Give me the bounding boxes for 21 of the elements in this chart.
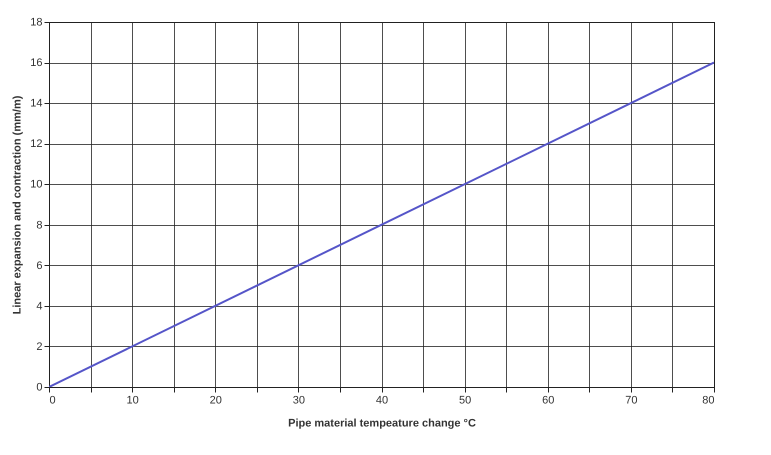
y-axis-title: Linear expansion and contraction (mm/m) <box>11 95 24 314</box>
y-tick-label: 14 <box>30 98 42 110</box>
y-tick-label: 8 <box>36 219 42 232</box>
x-tick-label: 80 <box>702 394 714 406</box>
y-tick-label: 6 <box>36 260 42 272</box>
y-tick-label: 16 <box>30 57 42 70</box>
y-tick-label: 4 <box>36 300 42 312</box>
x-tick-label: 70 <box>625 394 638 406</box>
x-tick-label: 50 <box>459 394 472 406</box>
x-tick-label: 10 <box>126 394 139 406</box>
y-tick-label: 2 <box>36 340 42 353</box>
x-tick-label: 20 <box>210 394 222 406</box>
y-tick-label: 10 <box>30 178 42 191</box>
y-tick-label: 18 <box>30 16 42 28</box>
x-tick-label: 60 <box>542 394 554 406</box>
x-axis-title: Pipe material tempeature change °C <box>288 418 476 430</box>
x-tick-label: 0 <box>50 394 56 406</box>
y-tick-label: 0 <box>36 382 42 394</box>
x-tick-label: 40 <box>376 394 388 406</box>
x-tick-label: 30 <box>292 394 305 406</box>
y-tick-label: 12 <box>30 138 42 150</box>
